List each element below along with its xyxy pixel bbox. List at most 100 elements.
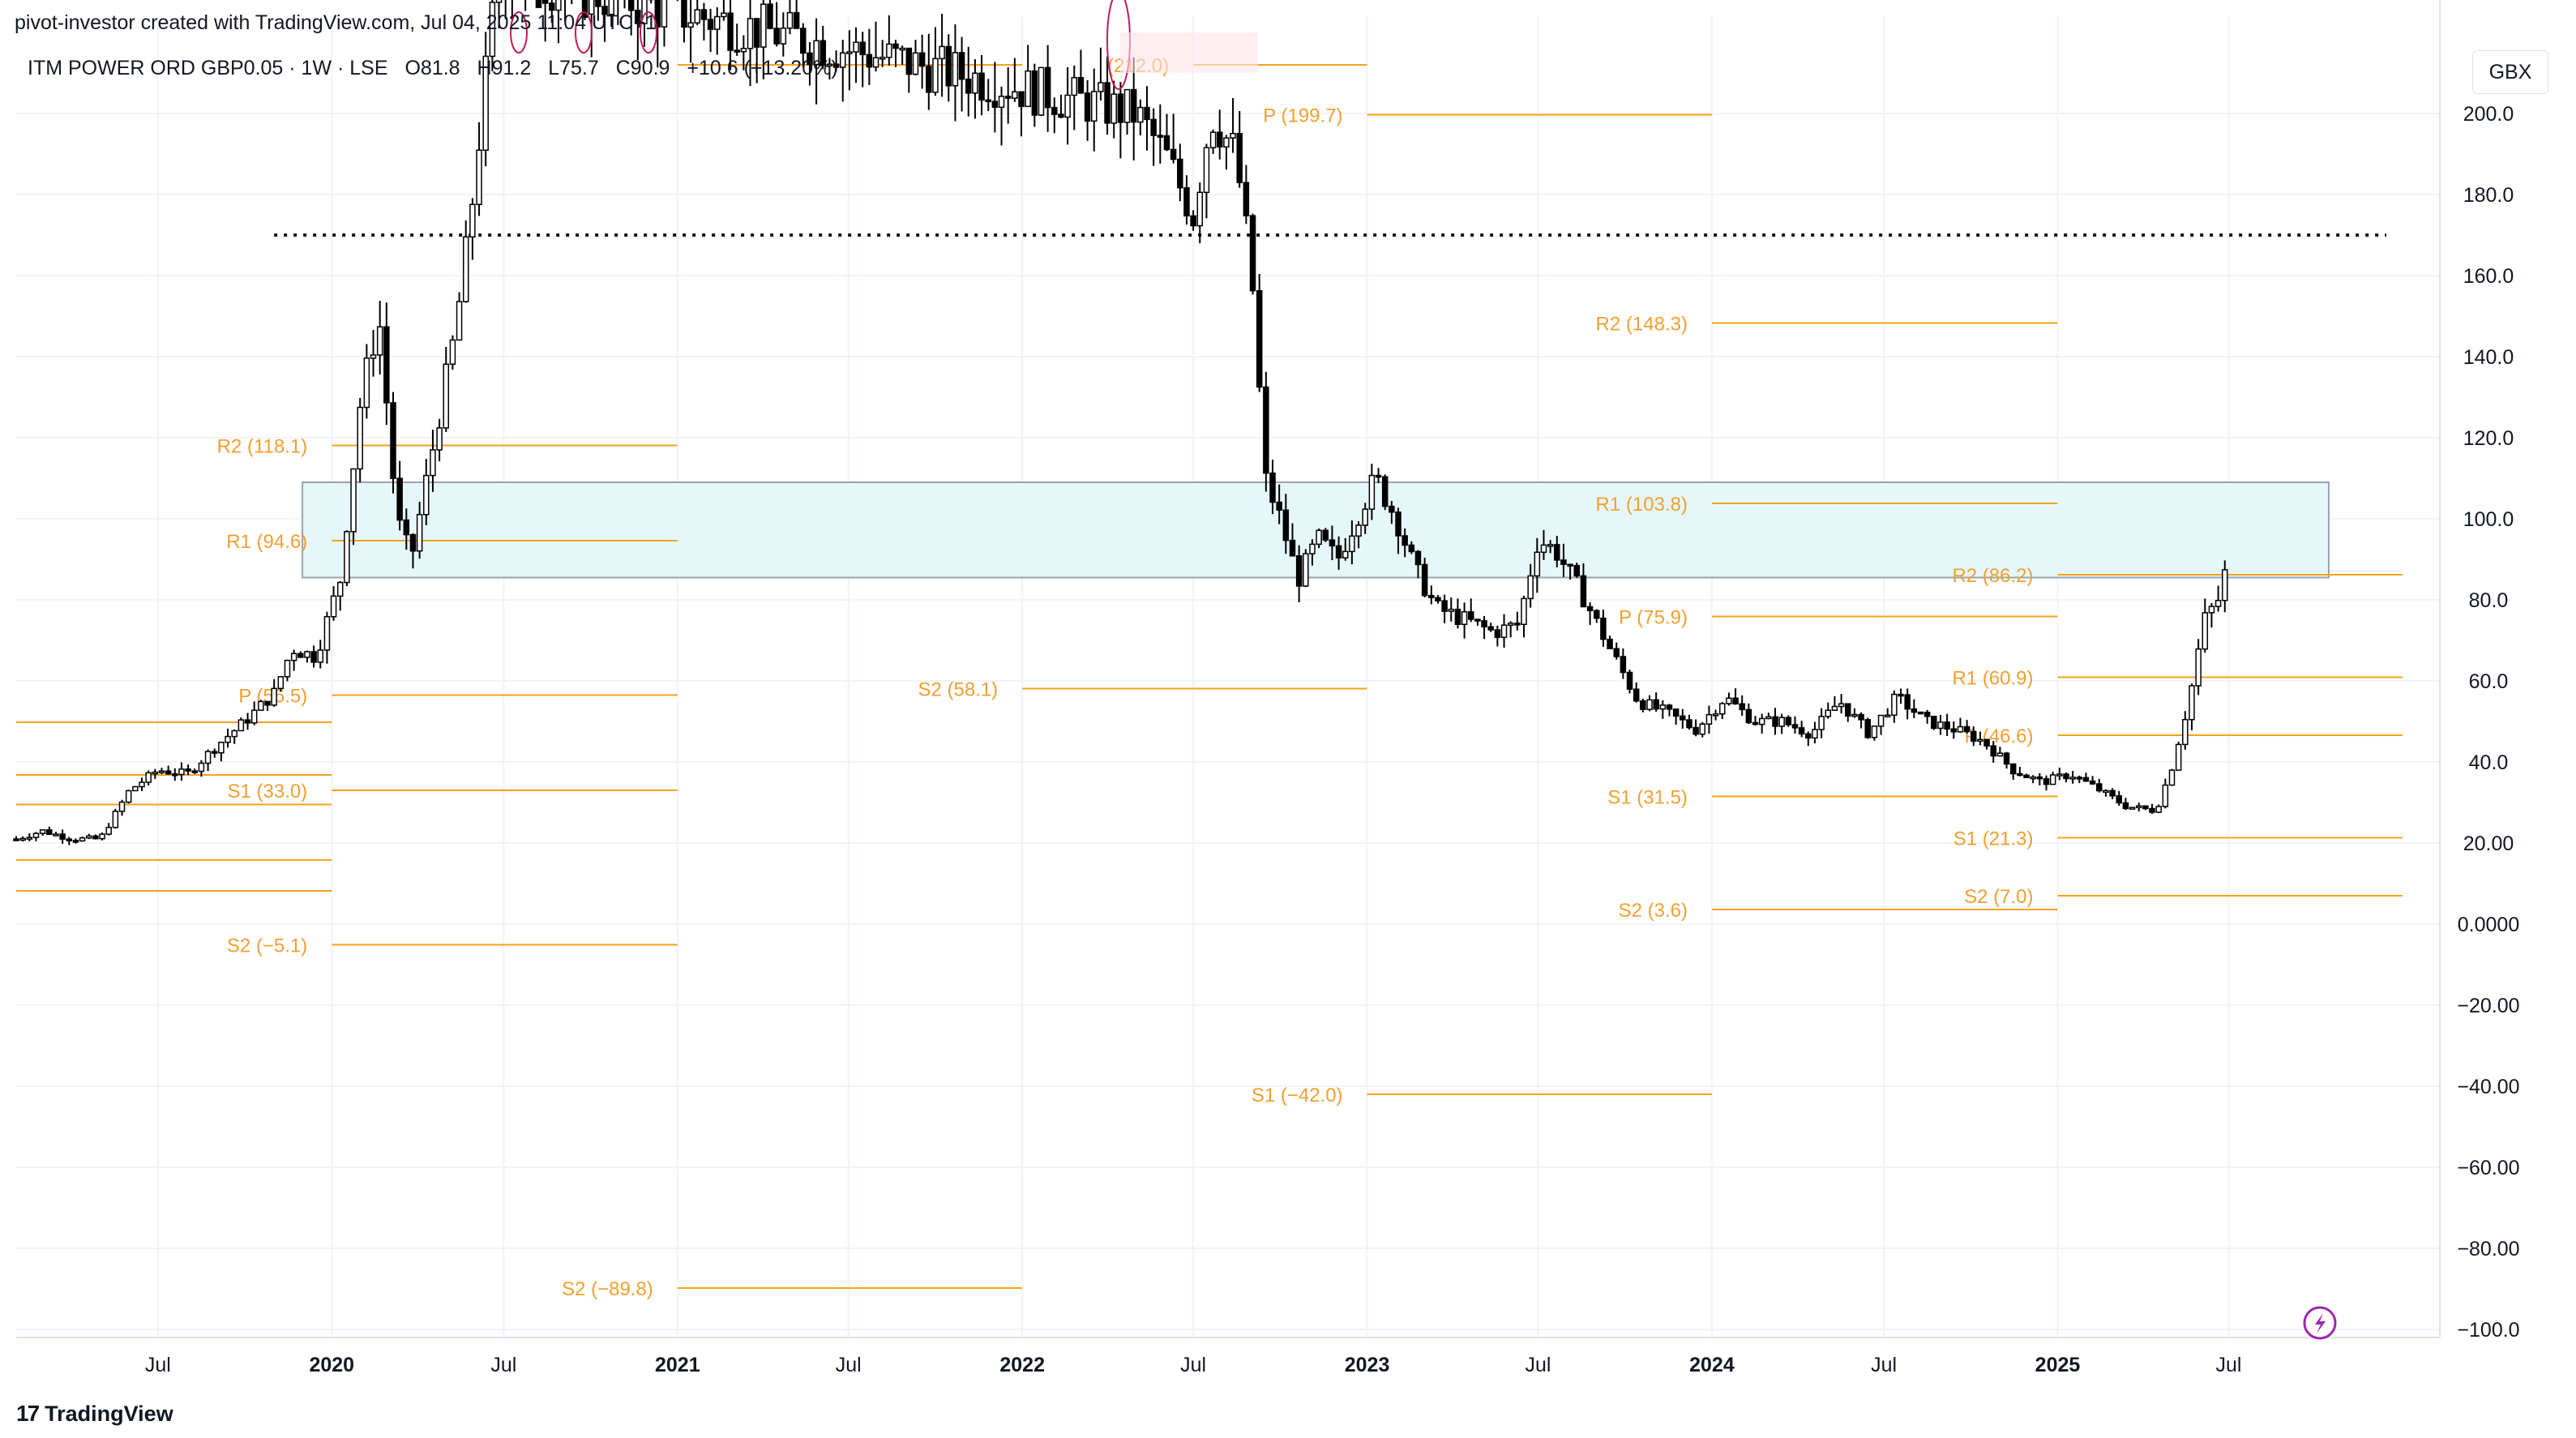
candle-body	[793, 11, 800, 29]
currency-button[interactable]: GBX	[2472, 50, 2548, 94]
candle-body	[152, 771, 159, 775]
candle	[1130, 57, 1137, 160]
candle-body	[541, 0, 549, 4]
candle	[1322, 528, 1329, 542]
candle	[617, 0, 619, 25]
candle-body	[2063, 773, 2069, 780]
candle-body	[958, 52, 965, 80]
candle	[1435, 595, 1441, 604]
x-tick-label: Jul	[1525, 1354, 1551, 1376]
candle	[344, 530, 350, 587]
candle-body	[218, 742, 225, 754]
candle-body	[1091, 91, 1098, 122]
candle	[1514, 611, 1521, 631]
candle-body	[1342, 550, 1349, 559]
candle	[1791, 716, 1799, 734]
candle	[780, 12, 787, 57]
candle-body	[1950, 728, 1958, 733]
candle	[1758, 713, 1765, 734]
candle-body	[1666, 704, 1673, 710]
y-tick-label: −100.0	[2457, 1319, 2519, 1342]
candle	[1527, 563, 1534, 608]
candle-body	[819, 40, 827, 66]
candle-body	[1898, 693, 1904, 697]
candle	[958, 36, 965, 112]
candle-body	[1362, 508, 1368, 526]
candle-body	[1877, 714, 1885, 727]
candle	[1719, 702, 1726, 720]
candle-body	[1051, 106, 1058, 115]
candle	[595, 0, 601, 21]
candle	[839, 40, 846, 102]
candle	[1441, 594, 1448, 623]
candle	[39, 829, 46, 837]
y-tick-label: 40.0	[2469, 751, 2509, 774]
candle	[648, 0, 654, 4]
candle-body	[1395, 511, 1401, 537]
candle	[1521, 595, 1527, 638]
candle	[310, 645, 317, 668]
candle-body	[1468, 611, 1474, 620]
candle-body	[125, 790, 132, 803]
candle	[1276, 484, 1282, 524]
candle	[1190, 210, 1196, 231]
candle-body	[2082, 777, 2090, 782]
candle	[2009, 763, 2017, 780]
candle	[1368, 464, 1376, 520]
candle	[1567, 563, 1573, 580]
candle	[1058, 94, 1064, 118]
candle	[1877, 714, 1885, 735]
candle-body	[713, 15, 721, 30]
candle-body	[1077, 76, 1085, 94]
candle	[727, 0, 734, 71]
candle-body	[1739, 703, 1745, 711]
candle-body	[985, 99, 991, 103]
x-tick-label: 2023	[1345, 1354, 1390, 1376]
candle-body	[277, 676, 285, 690]
candle-body	[1144, 106, 1150, 121]
candle-body	[350, 468, 357, 533]
candle	[1831, 695, 1838, 711]
candle	[1864, 717, 1871, 739]
candle-body	[1798, 727, 1805, 735]
candle	[1223, 135, 1230, 170]
candle	[1263, 371, 1269, 492]
y-tick-label: 140.0	[2463, 346, 2514, 369]
candle	[1428, 585, 1435, 605]
candle	[1349, 520, 1355, 565]
candle-body	[555, 0, 562, 11]
candle	[1772, 708, 1778, 735]
candle	[786, 0, 794, 35]
pivot-label: P (199.7)	[1263, 105, 1342, 127]
candle	[1249, 213, 1256, 295]
candle-body	[112, 811, 119, 828]
candle	[1256, 274, 1263, 392]
tradingview-logo[interactable]: 17 TradingView	[16, 1401, 173, 1427]
candle-body	[601, 6, 608, 15]
candle-body	[1349, 535, 1355, 553]
candle-body	[1414, 550, 1422, 566]
candle	[2082, 772, 2090, 782]
candle	[152, 768, 159, 779]
candle-body	[92, 835, 99, 840]
highlight-zone	[302, 481, 2330, 579]
candle	[832, 50, 840, 72]
pivot-label: P (75.9)	[1619, 607, 1688, 629]
candle	[1586, 602, 1594, 625]
candle-body	[1705, 713, 1713, 725]
candle-body	[892, 43, 899, 49]
candle	[1481, 615, 1487, 640]
candle	[1183, 175, 1190, 225]
high-value: H91.2	[477, 57, 532, 79]
candle-body	[1295, 555, 1303, 587]
candle-body	[1567, 563, 1573, 567]
candle	[1230, 97, 1236, 153]
candle	[323, 611, 331, 664]
pivot-label: R1 (60.9)	[1952, 668, 2033, 690]
candle-body	[476, 149, 482, 205]
candle-body	[859, 41, 866, 56]
low-value: L75.7	[548, 57, 599, 79]
candle-body	[721, 12, 727, 18]
candle	[859, 32, 866, 88]
